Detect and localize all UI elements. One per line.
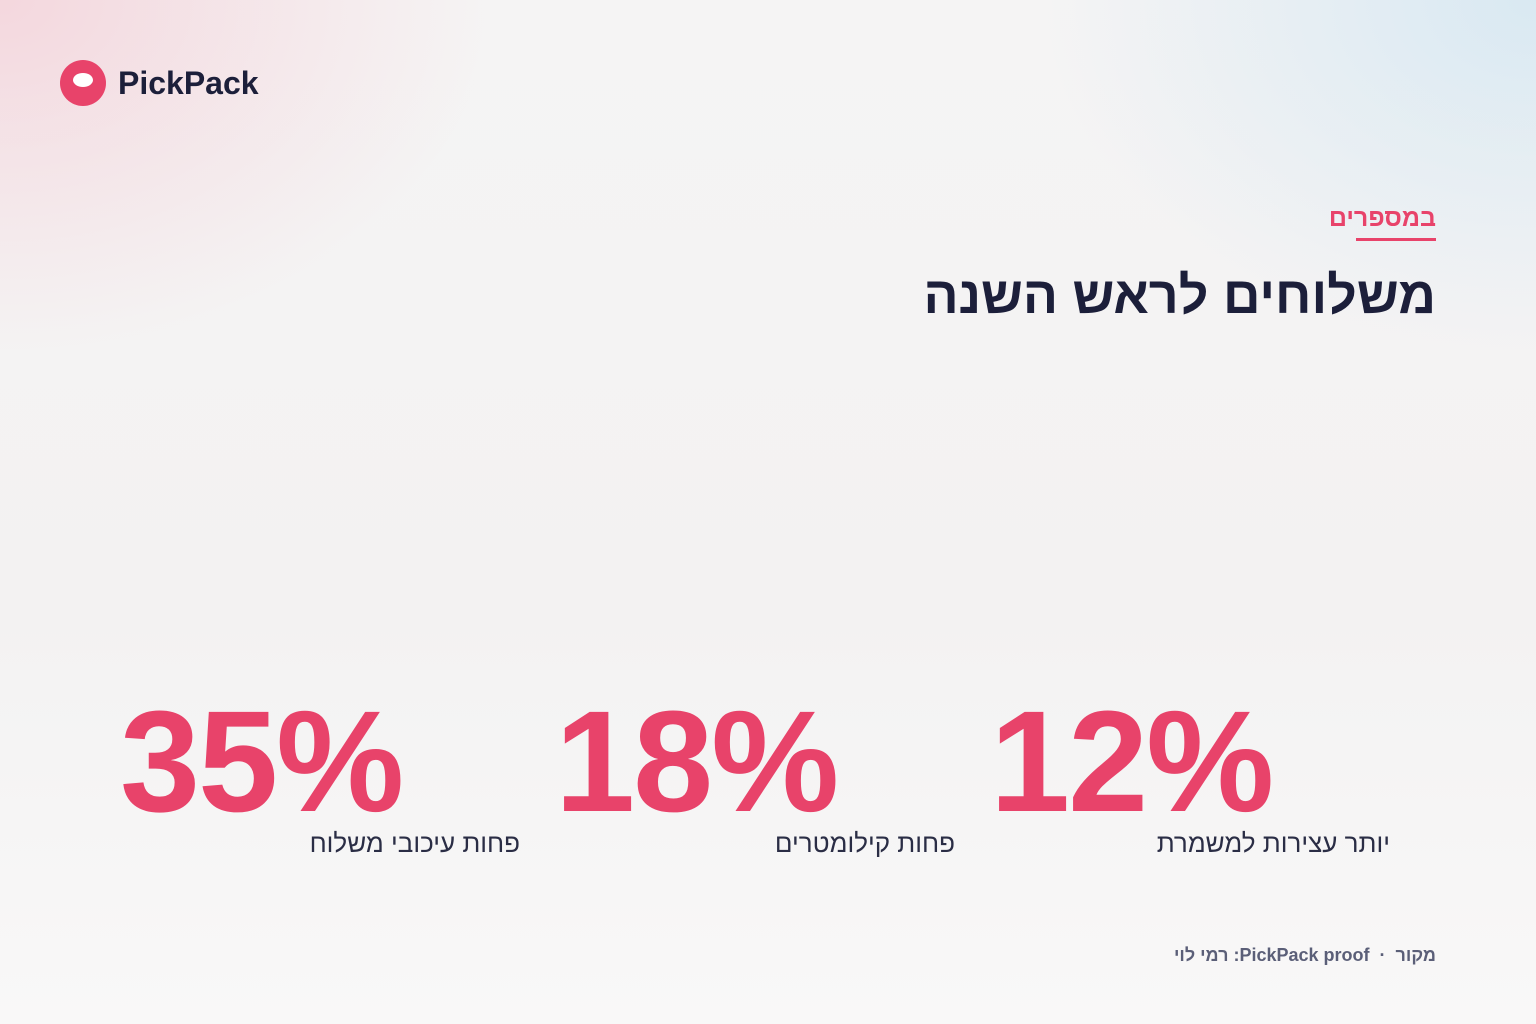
stat-label: יותר עצירות למשמרת (1156, 828, 1390, 858)
eyebrow-underline (1356, 238, 1436, 241)
stat-label: פחות קילומטרים (774, 828, 955, 858)
stat-value: 35% (120, 681, 404, 842)
stat: 18% פחות קילומטרים (555, 690, 955, 870)
eyebrow: במספרים (1328, 204, 1436, 232)
logo-icon (60, 60, 106, 106)
title: משלוחים לראש השנה (923, 267, 1436, 325)
stat: 12% יותר עצירות למשמרת (990, 690, 1390, 870)
stat-value: 18% (555, 681, 839, 842)
source-label: מקור (1395, 945, 1436, 965)
stat-value: 12% (990, 681, 1274, 842)
logo[interactable]: PickPack (60, 60, 259, 106)
separator: · (1379, 945, 1386, 965)
footer: מקור · PickPack proof: רמי לוי (1174, 945, 1436, 966)
brand: PickPack (118, 64, 259, 101)
stat-label: פחות עיכובי משלוח (309, 828, 520, 858)
source: PickPack proof: רמי לוי (1173, 945, 1370, 965)
stat: 35% פחות עיכובי משלוח (120, 690, 520, 870)
